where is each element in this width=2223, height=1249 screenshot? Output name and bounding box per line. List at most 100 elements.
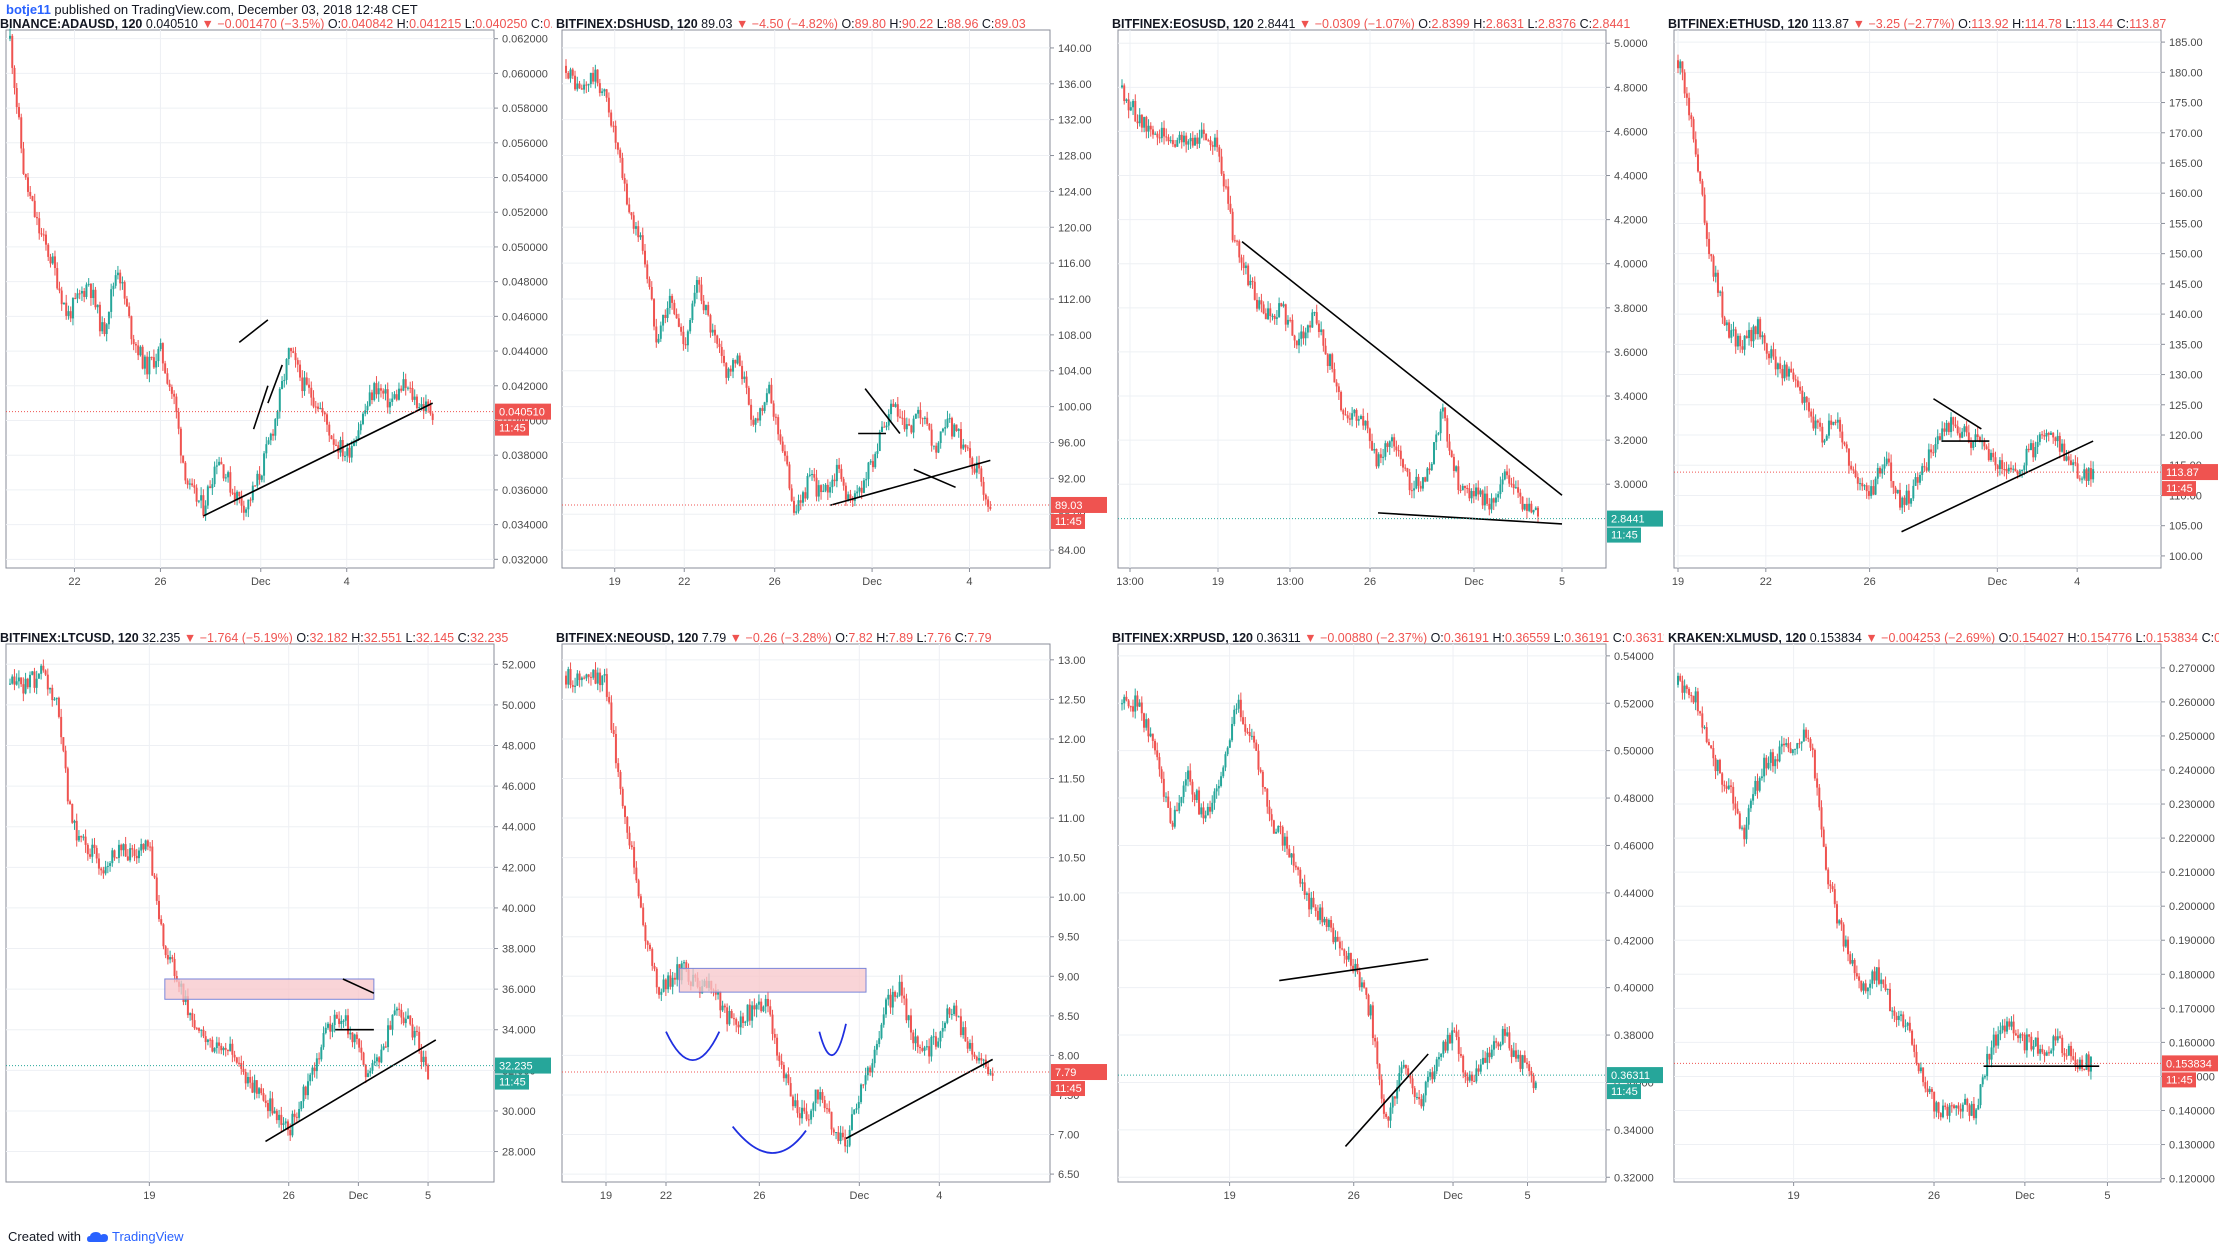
candle-body — [1930, 1089, 1933, 1092]
y-tick-label: 5.0000 — [1614, 38, 1648, 50]
candle-body — [1754, 780, 1757, 795]
candle-body — [1718, 759, 1721, 774]
chart-panel[interactable]: BINANCE:ADAUSD, 120 0.040510 ▼ −0.001470… — [0, 16, 556, 600]
candle-body — [379, 388, 382, 391]
trend-line[interactable] — [864, 388, 901, 434]
price-chart[interactable]: 3.00003.20003.40003.60003.80004.00004.20… — [1112, 16, 1668, 600]
trend-line[interactable] — [342, 978, 375, 994]
resistance-zone[interactable] — [164, 978, 375, 1000]
candle-body — [1195, 790, 1198, 801]
candle-body — [978, 1058, 981, 1061]
price-chart[interactable]: 6.507.007.508.008.509.009.5010.0010.5011… — [556, 630, 1112, 1214]
chart-panel[interactable]: BITFINEX:LTCUSD, 120 32.235 ▼ −1.764 (−5… — [0, 630, 556, 1214]
trend-line[interactable] — [203, 402, 434, 517]
chart-panel[interactable]: BITFINEX:ETHUSD, 120 113.87 ▼ −3.25 (−2.… — [1668, 16, 2223, 600]
candle-body — [1377, 454, 1380, 467]
chart-panel[interactable]: BITFINEX:EOSUSD, 120 2.8441 ▼ −0.0309 (−… — [1112, 16, 1668, 600]
trend-line[interactable] — [1279, 958, 1429, 982]
candle-body — [1132, 706, 1135, 712]
chart-panel[interactable]: BITFINEX:NEOUSD, 120 7.79 ▼ −0.26 (−3.28… — [556, 630, 1112, 1214]
candle-body — [1725, 786, 1728, 789]
candle-body — [851, 499, 854, 501]
chart-panel[interactable]: KRAKEN:XLMUSD, 120 0.153834 ▼ −0.004253 … — [1668, 630, 2223, 1214]
candle-body — [1402, 1064, 1405, 1068]
price-chart[interactable]: 0.0320000.0340000.0360000.0380000.040000… — [0, 16, 556, 600]
candle-body — [1360, 982, 1363, 988]
tradingview-logo[interactable]: TradingView — [86, 1229, 184, 1244]
candle-body — [238, 1062, 241, 1064]
author-name[interactable]: botje11 — [6, 2, 51, 17]
candle-body — [1305, 893, 1308, 895]
candle-body — [1705, 222, 1708, 239]
candle-body — [742, 1016, 745, 1023]
candle-body — [2069, 460, 2072, 465]
candle-body — [1125, 99, 1128, 102]
y-tick-label: 3.2000 — [1614, 435, 1648, 447]
y-tick-label: 124.00 — [1058, 186, 1092, 198]
candle-body — [801, 1107, 804, 1119]
trend-line[interactable] — [845, 1058, 994, 1140]
trend-line[interactable] — [238, 319, 269, 344]
price-chart[interactable]: 0.320000.340000.360000.380000.400000.420… — [1112, 630, 1668, 1214]
candle-body — [1484, 1057, 1487, 1063]
trend-line[interactable] — [267, 364, 283, 404]
candle-body — [1472, 491, 1475, 497]
candle-body — [896, 995, 899, 997]
candle-body — [171, 957, 174, 959]
candle-body — [953, 1005, 956, 1015]
trend-line[interactable] — [913, 468, 956, 489]
candle-body — [1947, 422, 1950, 433]
candle-body — [311, 1067, 314, 1075]
candle-body — [1431, 1072, 1434, 1080]
price-chart[interactable]: 84.0088.0092.0096.00100.00104.00108.0011… — [556, 16, 1112, 600]
trend-line[interactable] — [252, 385, 269, 430]
candle-body — [211, 484, 214, 489]
chart-panel[interactable]: BITFINEX:DSHUSD, 120 89.03 ▼ −4.50 (−4.8… — [556, 16, 1112, 600]
candle-body — [1703, 727, 1706, 729]
candle-body — [890, 403, 893, 415]
candle-body — [580, 677, 583, 681]
candle-body — [2043, 435, 2046, 437]
candle-body — [946, 1008, 949, 1023]
candle-body — [707, 305, 710, 316]
trend-line[interactable] — [830, 459, 991, 507]
candle-body — [1839, 419, 1842, 432]
candle-body — [802, 492, 805, 503]
candle-body — [826, 484, 829, 493]
candle-body — [2001, 460, 2004, 470]
pattern-curve[interactable] — [665, 1031, 721, 1061]
trend-line[interactable] — [1241, 241, 1563, 496]
price-chart[interactable]: 100.00105.00110.00115.00120.00125.00130.… — [1668, 16, 2223, 600]
trend-line[interactable] — [265, 1039, 437, 1143]
pattern-curve[interactable] — [731, 1126, 807, 1154]
chart-panel[interactable]: BITFINEX:XRPUSD, 120 0.36311 ▼ −0.00880 … — [1112, 630, 1668, 1214]
price-chart[interactable]: 28.00030.00032.00034.00036.00038.00040.0… — [0, 630, 556, 1214]
trend-line[interactable] — [1901, 440, 2094, 533]
candle-body — [882, 1014, 885, 1025]
candle-body — [402, 1017, 405, 1024]
candle-body — [1521, 1055, 1524, 1069]
candle-body — [2087, 468, 2090, 481]
pattern-curve[interactable] — [818, 1023, 847, 1056]
trend-line[interactable] — [1933, 398, 1982, 430]
y-tick-label: 0.038000 — [502, 450, 548, 462]
candle-body — [939, 431, 942, 444]
candle-body — [757, 1001, 760, 1005]
candle-body — [1799, 386, 1802, 391]
trend-line[interactable] — [1344, 1053, 1429, 1147]
candle-body — [883, 426, 886, 428]
candle-body — [193, 1020, 196, 1029]
candle-body — [1323, 918, 1326, 923]
candle-body — [62, 737, 65, 751]
y-tick-label: 28.000 — [502, 1147, 536, 1159]
candle-body — [1365, 987, 1368, 995]
candle-body — [867, 462, 870, 480]
price-chart[interactable]: 0.1200000.1300000.1400000.1500000.160000… — [1668, 630, 2223, 1214]
trend-line[interactable] — [1377, 512, 1563, 525]
resistance-zone[interactable] — [678, 967, 867, 993]
candle-body — [1525, 503, 1528, 511]
candle-body — [745, 376, 748, 388]
candle-body — [1418, 1097, 1421, 1100]
candle-body — [1439, 411, 1442, 434]
candle-body — [83, 291, 86, 297]
